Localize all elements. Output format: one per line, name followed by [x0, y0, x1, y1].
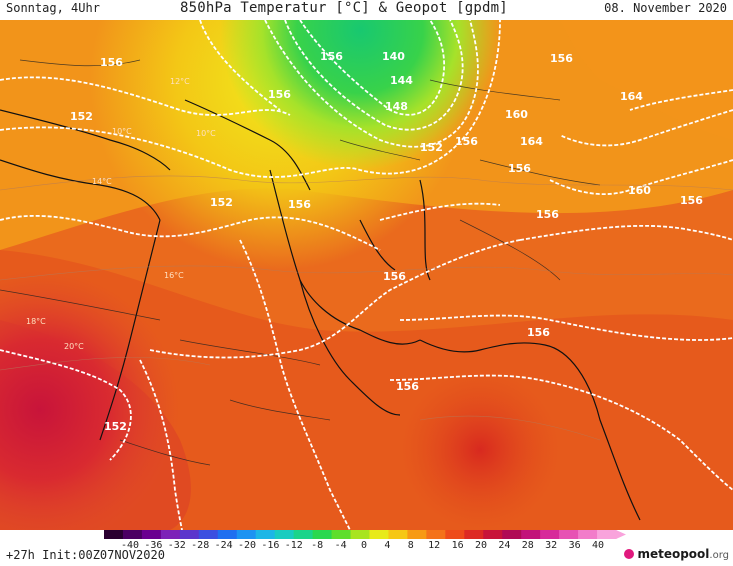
contour-label: 140	[382, 50, 405, 63]
meteopool-logo[interactable]: meteopool.org	[624, 547, 729, 561]
temperature-label: 16°C	[164, 271, 184, 280]
color-scale-tick: -16	[261, 540, 280, 551]
contour-label: 156	[550, 52, 573, 65]
color-scale-tick: -8	[311, 540, 324, 551]
contour-label: 152	[104, 420, 127, 433]
color-scale-ticks: -40 -36 -32 -28 -24 -20 -16 -12 -8 -4 0 4 8 12 16 20 24 2…	[104, 539, 626, 553]
logo-tld: .org	[709, 550, 729, 561]
contour-label: 156	[536, 208, 559, 221]
header: Sonntag, 4Uhr 850hPa Temperatur [°C] & G…	[0, 0, 733, 20]
borders	[0, 59, 601, 466]
contour-label: 156	[100, 56, 123, 69]
color-swatch	[217, 530, 238, 539]
color-scale-tick: -12	[284, 540, 303, 551]
contour-label: 156	[288, 198, 311, 211]
color-scale-tick: -40	[120, 540, 140, 551]
contour-label: 156	[383, 270, 406, 283]
temperature-label: 10°C	[112, 127, 132, 136]
color-swatch	[312, 530, 333, 539]
color-swatch	[502, 530, 522, 539]
contour-label: 156	[268, 88, 291, 101]
geopotential-contours	[0, 20, 733, 530]
contour-label: 164	[520, 135, 543, 148]
contour-label: 156	[508, 162, 531, 175]
contour-label: 156	[455, 135, 478, 148]
color-scale-tick: 40	[591, 540, 605, 551]
color-swatch	[160, 530, 181, 539]
color-swatch	[597, 530, 617, 539]
color-scale-tick: 8	[407, 540, 414, 551]
color-scale-tick: 4	[384, 540, 391, 551]
contour-label: 156	[680, 194, 703, 207]
color-scale-tick: -4	[334, 540, 347, 551]
contour-label: 152	[420, 141, 443, 154]
temperature-label: 20°C	[64, 342, 84, 351]
color-swatch	[255, 530, 276, 539]
color-scale-tick: 36	[568, 540, 581, 551]
color-scale-tick: -20	[237, 540, 257, 551]
color-scale-tick: 32	[545, 540, 558, 551]
contour-label: 164	[620, 90, 643, 103]
contour-label: 156	[320, 50, 343, 63]
color-scale-tick: -36	[144, 540, 163, 551]
color-scale-bar	[104, 530, 626, 539]
color-scale-tick: -24	[214, 540, 233, 551]
color-scale-arrow	[616, 530, 626, 539]
isotherms	[0, 175, 733, 441]
temperature-label: 18°C	[26, 317, 46, 326]
color-swatch	[104, 530, 124, 539]
color-scale-tick: 24	[498, 540, 511, 551]
contour-label: 160	[505, 108, 528, 121]
color-swatch	[426, 530, 446, 539]
color-scale-tick: 20	[474, 540, 488, 551]
footer: -40 -36 -32 -28 -24 -20 -16 -12 -8 -4 0 4 8 12 16 20 24 2…	[0, 530, 733, 566]
color-swatch	[388, 530, 408, 539]
logo-name: meteopool	[637, 547, 710, 561]
color-swatch	[198, 530, 219, 539]
temperature-label: 10°C	[196, 129, 216, 138]
color-swatch	[331, 530, 352, 539]
contour-label: 152	[70, 110, 93, 123]
color-scale-tick: -28	[191, 540, 210, 551]
color-scale-tick: 0	[360, 540, 368, 551]
color-swatch	[464, 530, 484, 539]
coastlines	[0, 99, 641, 521]
contour-label: 156	[527, 326, 550, 339]
color-swatch	[578, 530, 598, 539]
color-swatch	[445, 530, 465, 539]
forecast-time: Sonntag, 4Uhr	[6, 1, 100, 15]
temperature-geopotential-map: 156 156 152 156 140 144 148 152 156 160 …	[0, 20, 733, 530]
color-swatch	[179, 530, 200, 539]
forecast-date: 08. November 2020	[604, 1, 727, 15]
contour-label: 152	[210, 196, 233, 209]
contour-label: 148	[385, 100, 408, 113]
contour-label: 160	[628, 184, 651, 197]
temperature-labels: 12°C 10°C 10°C 16°C 14°C 18°C 20°C	[26, 77, 216, 351]
color-swatch	[407, 530, 427, 539]
color-swatch	[293, 530, 314, 539]
temperature-label: 14°C	[92, 177, 112, 186]
color-swatch	[274, 530, 295, 539]
color-swatch	[559, 530, 579, 539]
color-scale-tick: 16	[451, 540, 464, 551]
color-swatch	[369, 530, 389, 539]
map-title: 850hPa Temperatur [°C] & Geopot [gpdm]	[180, 0, 508, 16]
color-scale-tick: 28	[521, 540, 534, 551]
color-swatch	[122, 530, 143, 539]
init-time: +27h Init:00Z07NOV2020	[6, 548, 165, 562]
color-swatch	[521, 530, 541, 539]
color-swatch	[236, 530, 257, 539]
weather-map: 156 156 152 156 140 144 148 152 156 160 …	[0, 20, 733, 530]
contour-label: 144	[390, 74, 413, 87]
color-swatch	[483, 530, 503, 539]
temperature-label: 12°C	[170, 77, 190, 86]
color-swatch	[540, 530, 560, 539]
logo-dot-icon	[624, 549, 635, 559]
color-swatch	[350, 530, 370, 539]
color-scale-tick: -32	[167, 540, 186, 551]
color-scale-tick: 12	[428, 540, 441, 551]
color-swatch	[141, 530, 162, 539]
contour-label: 156	[396, 380, 419, 393]
contour-labels: 156 156 152 156 140 144 148 152 156 160 …	[70, 50, 703, 433]
